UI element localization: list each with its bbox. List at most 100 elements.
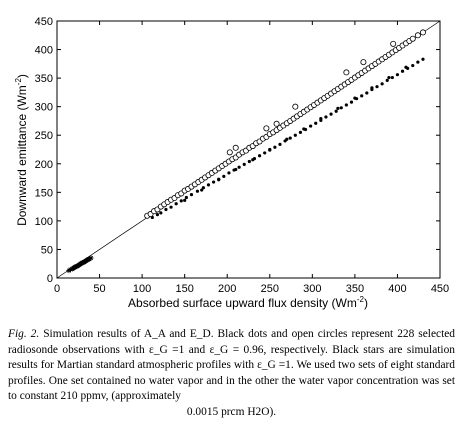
y-tick-label: 0	[47, 273, 53, 285]
black-dot-point	[288, 136, 292, 140]
open-circle-point	[360, 59, 367, 66]
x-tick-label: 400	[388, 283, 406, 295]
black-dot-point	[324, 115, 328, 119]
black-dot-point	[164, 207, 168, 212]
black-dot-point	[416, 60, 420, 64]
black-dot-point	[263, 151, 267, 155]
open-circle-point	[409, 35, 416, 42]
open-circle-point	[343, 69, 350, 76]
black-dot-point	[353, 96, 357, 100]
black-dot-point	[234, 167, 238, 172]
black-dot-point	[334, 109, 338, 113]
y-tick-label: 300	[35, 102, 53, 114]
black-dot-point	[189, 193, 194, 197]
x-tick-label: 350	[346, 283, 364, 295]
y-tick-label: 400	[35, 45, 53, 57]
black-dot-point	[421, 57, 425, 61]
x-tick-label: 0	[54, 283, 60, 295]
x-axis-label: Absorbed surface upward flux density (Wm…	[128, 295, 368, 310]
x-axis-ticks: 0 50 100 150 200 250 300 350 400 450	[54, 21, 449, 295]
open-circle-point	[273, 120, 280, 127]
y-tick-label: 150	[35, 187, 53, 199]
black-dot-point	[380, 82, 384, 86]
black-dot-point	[247, 159, 251, 164]
black-dot-point	[206, 183, 211, 187]
black-dot-point	[370, 86, 374, 90]
x-tick-label: 50	[93, 283, 105, 295]
open-circle-point	[419, 29, 426, 36]
black-dot-point	[285, 137, 289, 141]
black-dot-point	[222, 174, 226, 178]
black-dot-point	[365, 91, 369, 95]
black-dot-point	[339, 106, 343, 110]
black-dot-point	[227, 171, 231, 175]
black-dot-point	[183, 198, 187, 202]
black-dot-point	[400, 69, 405, 73]
black-dot-point	[395, 73, 400, 77]
y-tick-label: 100	[35, 216, 53, 228]
figure-caption: Fig. 2. Simulation results of A_A and E_…	[8, 327, 455, 437]
caption-label: Fig. 2.	[8, 328, 40, 340]
black-dot-point	[336, 106, 340, 110]
black-dot-point	[179, 199, 183, 203]
open-circle-point	[226, 149, 233, 156]
black-dot-point	[387, 75, 391, 80]
black-dot-point	[360, 94, 364, 98]
black-dot-point	[329, 112, 333, 116]
black-dot-point	[298, 130, 303, 134]
y-tick-label: 50	[41, 244, 53, 256]
black-dot-point	[302, 127, 306, 131]
black-dot-point	[200, 188, 204, 192]
black-dot-point	[375, 85, 379, 89]
caption-text: Simulation results of A_A and E_D. Black…	[8, 328, 455, 402]
y-tick-label: 250	[35, 130, 53, 142]
black-dot-point	[309, 124, 313, 128]
black-dot-point	[257, 154, 262, 158]
x-tick-label: 450	[431, 283, 449, 295]
y-axis-label: Downward emittance (Wm-2)	[14, 74, 29, 226]
black-dot-point	[273, 145, 277, 149]
x-tick-label: 150	[175, 283, 193, 295]
y-tick-label: 350	[35, 73, 53, 85]
black-dot-point	[404, 65, 408, 69]
black-dot-point	[242, 162, 246, 166]
x-tick-label: 200	[218, 283, 236, 295]
open-circle-point	[232, 144, 239, 151]
black-dot-point	[251, 158, 255, 162]
black-dot-point	[201, 186, 205, 190]
black-dot-point	[195, 189, 200, 193]
plot-frame	[56, 20, 441, 279]
black-dot-point	[385, 78, 389, 82]
star-point	[68, 266, 74, 273]
y-tick-label: 450	[35, 16, 53, 28]
black-dot-point	[319, 117, 323, 121]
black-dot-point	[159, 211, 163, 215]
black-dot-point	[174, 202, 178, 206]
black-dot-point	[184, 195, 188, 200]
x-tick-label: 250	[261, 283, 279, 295]
black-dot-point	[314, 121, 318, 125]
black-dot-point	[155, 213, 160, 217]
scatter-chart: 0 50 100 150 200 250 300 350 400 450 0 50 100 150 200…	[14, 16, 449, 310]
y-tick-label: 200	[35, 159, 53, 171]
open-circle-point	[414, 32, 421, 39]
data-marks	[66, 29, 426, 274]
star-point	[88, 255, 94, 261]
x-tick-label: 100	[133, 283, 151, 295]
x-tick-label: 300	[303, 283, 321, 295]
black-dot-point	[349, 100, 354, 104]
y-axis-ticks: 0 50 100 150 200 250 300 350 400 450	[35, 16, 440, 285]
black-dot-point	[411, 63, 415, 68]
black-dot-point	[390, 75, 394, 80]
open-circle-point	[292, 103, 299, 110]
black-dot-point	[212, 180, 216, 184]
black-dot-point	[293, 133, 297, 137]
open-circle-point	[263, 125, 270, 132]
black-dot-point	[278, 142, 282, 146]
open-circle-point	[390, 40, 397, 47]
black-dot-point	[237, 165, 241, 169]
black-dot-point	[268, 147, 272, 152]
black-dot-point	[344, 103, 348, 107]
black-dot-point	[169, 205, 173, 209]
plot-area	[56, 20, 441, 279]
